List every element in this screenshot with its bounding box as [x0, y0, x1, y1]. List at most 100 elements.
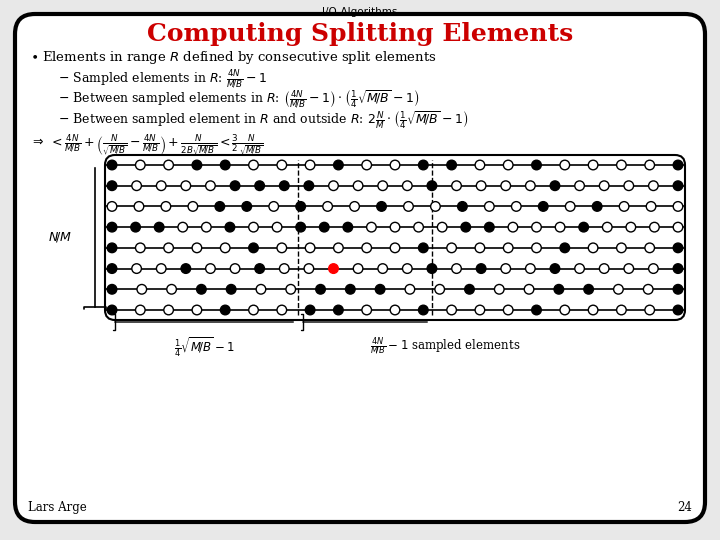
Circle shape: [163, 243, 174, 253]
Circle shape: [277, 305, 287, 315]
Circle shape: [107, 160, 117, 170]
Text: $-$ Between sampled elements in $R$: $\left(\frac{4N}{M\!/B}-1\right)\cdot\left(: $-$ Between sampled elements in $R$: $\l…: [58, 89, 419, 110]
Circle shape: [107, 222, 117, 232]
Circle shape: [404, 201, 413, 211]
Circle shape: [333, 243, 343, 253]
Circle shape: [649, 222, 660, 232]
Circle shape: [333, 160, 343, 170]
Circle shape: [645, 305, 654, 315]
FancyBboxPatch shape: [105, 155, 685, 320]
Circle shape: [673, 285, 683, 294]
Circle shape: [599, 264, 609, 273]
Circle shape: [296, 222, 305, 232]
Circle shape: [647, 201, 656, 211]
Circle shape: [206, 264, 215, 273]
Circle shape: [107, 264, 117, 273]
Circle shape: [624, 264, 634, 273]
Circle shape: [495, 285, 504, 294]
Circle shape: [304, 181, 314, 191]
Circle shape: [616, 160, 626, 170]
Circle shape: [181, 264, 191, 273]
Circle shape: [579, 222, 588, 232]
Circle shape: [575, 264, 585, 273]
Circle shape: [427, 181, 437, 191]
Circle shape: [673, 305, 683, 315]
Circle shape: [167, 285, 176, 294]
Circle shape: [645, 160, 654, 170]
Circle shape: [135, 243, 145, 253]
Circle shape: [220, 160, 230, 170]
Circle shape: [477, 264, 486, 273]
Circle shape: [192, 243, 202, 253]
Circle shape: [575, 181, 585, 191]
Circle shape: [550, 181, 559, 191]
Circle shape: [649, 264, 658, 273]
Circle shape: [178, 222, 187, 232]
Circle shape: [501, 181, 510, 191]
Circle shape: [458, 201, 467, 211]
Circle shape: [475, 243, 485, 253]
Circle shape: [163, 305, 174, 315]
Circle shape: [362, 305, 372, 315]
Circle shape: [624, 181, 634, 191]
Circle shape: [305, 160, 315, 170]
Circle shape: [390, 222, 400, 232]
Text: 24: 24: [677, 501, 692, 514]
Circle shape: [626, 222, 636, 232]
Circle shape: [649, 181, 658, 191]
Circle shape: [431, 201, 440, 211]
Circle shape: [390, 243, 400, 253]
Circle shape: [588, 305, 598, 315]
Circle shape: [418, 160, 428, 170]
Circle shape: [645, 243, 654, 253]
Circle shape: [447, 243, 456, 253]
Circle shape: [461, 222, 471, 232]
Circle shape: [435, 285, 444, 294]
Circle shape: [475, 160, 485, 170]
Text: Lars Arge: Lars Arge: [28, 501, 86, 514]
Circle shape: [107, 181, 117, 191]
Circle shape: [188, 201, 198, 211]
Circle shape: [555, 222, 565, 232]
Circle shape: [501, 264, 510, 273]
Circle shape: [526, 264, 535, 273]
Circle shape: [560, 160, 570, 170]
Circle shape: [135, 160, 145, 170]
Circle shape: [524, 285, 534, 294]
Circle shape: [560, 243, 570, 253]
Circle shape: [132, 181, 141, 191]
Text: $\frac{1}{4}\sqrt{M\!/B}-1$: $\frac{1}{4}\sqrt{M\!/B}-1$: [174, 336, 235, 359]
Circle shape: [673, 222, 683, 232]
Circle shape: [156, 264, 166, 273]
Circle shape: [333, 305, 343, 315]
Circle shape: [346, 285, 355, 294]
Circle shape: [613, 285, 624, 294]
Circle shape: [603, 222, 612, 232]
Circle shape: [447, 305, 456, 315]
Circle shape: [503, 243, 513, 253]
Circle shape: [673, 243, 683, 253]
Circle shape: [418, 305, 428, 315]
Circle shape: [531, 160, 541, 170]
Circle shape: [588, 243, 598, 253]
Text: I/O-Algorithms: I/O-Algorithms: [323, 7, 397, 17]
Circle shape: [366, 222, 377, 232]
Circle shape: [588, 160, 598, 170]
Circle shape: [673, 201, 683, 211]
Circle shape: [402, 181, 412, 191]
Circle shape: [599, 181, 609, 191]
Text: Elements in range $R$ defined by consecutive split elements: Elements in range $R$ defined by consecu…: [42, 49, 436, 66]
Circle shape: [226, 285, 236, 294]
Circle shape: [316, 285, 325, 294]
Circle shape: [272, 222, 282, 232]
Circle shape: [279, 181, 289, 191]
Circle shape: [296, 201, 305, 211]
Circle shape: [343, 222, 353, 232]
Circle shape: [131, 222, 140, 232]
Circle shape: [192, 305, 202, 315]
Circle shape: [255, 181, 264, 191]
Text: Computing Splitting Elements: Computing Splitting Elements: [147, 22, 573, 46]
Circle shape: [560, 305, 570, 315]
Circle shape: [531, 222, 541, 232]
Circle shape: [107, 285, 117, 294]
